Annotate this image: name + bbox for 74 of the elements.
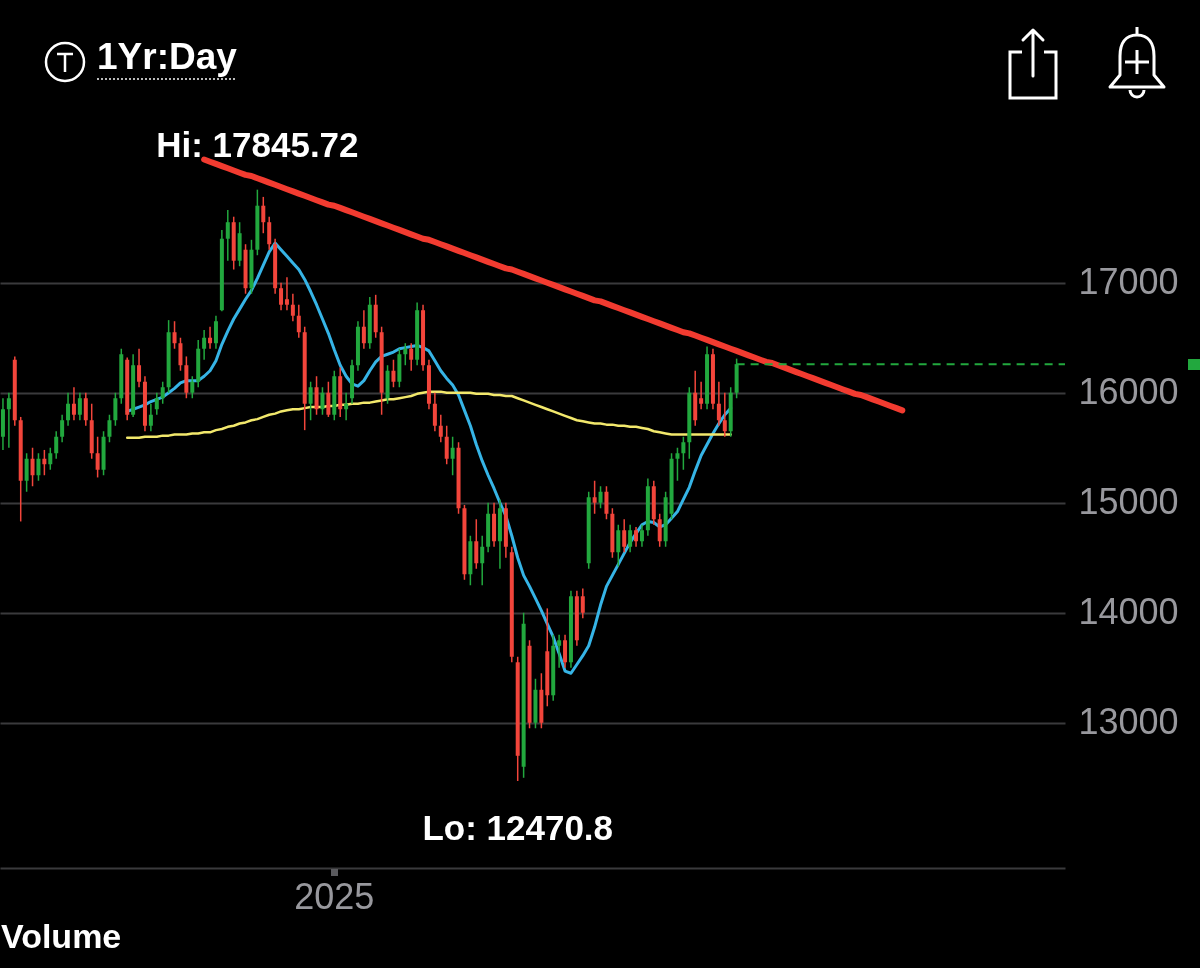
candlestick bbox=[444, 424, 449, 465]
candlestick bbox=[267, 215, 272, 251]
candlestick bbox=[160, 380, 165, 405]
candlestick bbox=[36, 452, 41, 482]
candlestick bbox=[409, 342, 414, 372]
candlestick bbox=[284, 276, 289, 311]
candlestick bbox=[681, 435, 686, 471]
candlestick bbox=[403, 342, 408, 366]
y-tick-label: 15000 bbox=[1078, 481, 1179, 523]
candlestick bbox=[722, 391, 727, 438]
text: Volume bbox=[1, 916, 122, 956]
candlestick bbox=[107, 413, 112, 443]
candlestick bbox=[604, 485, 609, 520]
candlestick bbox=[24, 452, 29, 493]
candlestick bbox=[42, 449, 47, 476]
candlestick bbox=[178, 336, 183, 372]
candlestick bbox=[83, 391, 88, 427]
candlestick bbox=[450, 435, 455, 476]
candlestick bbox=[308, 380, 313, 421]
candlestick bbox=[148, 402, 153, 432]
candlestick bbox=[48, 446, 53, 471]
candlestick bbox=[320, 386, 325, 416]
candlestick bbox=[172, 320, 177, 350]
candlestick bbox=[326, 380, 331, 418]
candlestick bbox=[598, 485, 603, 509]
candlestick bbox=[432, 391, 437, 432]
candlestick bbox=[344, 391, 349, 421]
candlestick bbox=[391, 358, 396, 388]
candlestick bbox=[261, 196, 266, 234]
candlestick bbox=[54, 430, 59, 460]
x-tick-label: 2025 bbox=[294, 875, 375, 917]
candlestick bbox=[616, 524, 621, 568]
candlestick bbox=[628, 524, 633, 554]
candlestick bbox=[634, 526, 639, 548]
candlestick bbox=[60, 413, 65, 443]
annotation: Lo: 12470.8 bbox=[422, 808, 614, 847]
candlestick bbox=[71, 386, 76, 421]
annotation: Hi: 17845.72 bbox=[156, 124, 359, 164]
candlestick bbox=[213, 314, 218, 350]
candlestick bbox=[66, 391, 71, 427]
candlestick bbox=[296, 303, 301, 339]
candlestick bbox=[208, 325, 213, 350]
candlestick bbox=[77, 391, 82, 421]
candlestick bbox=[563, 634, 568, 669]
candlestick bbox=[290, 292, 295, 322]
y-tick-label: 13000 bbox=[1078, 701, 1179, 743]
candlestick bbox=[30, 446, 35, 487]
candlestick bbox=[438, 413, 443, 443]
candlestick bbox=[361, 309, 366, 350]
candlestick bbox=[95, 435, 100, 479]
candlestick bbox=[225, 209, 230, 262]
candlestick bbox=[639, 524, 644, 548]
candlestick bbox=[557, 634, 562, 669]
candlestick bbox=[716, 380, 721, 427]
y-tick-label: 16000 bbox=[1078, 371, 1179, 413]
candlestick bbox=[113, 391, 118, 427]
candlestick bbox=[480, 535, 485, 587]
candlestick bbox=[657, 513, 662, 548]
candlestick bbox=[190, 375, 195, 399]
candlestick bbox=[137, 347, 142, 388]
candlestick bbox=[314, 375, 319, 416]
candlestick bbox=[622, 518, 627, 554]
candlestick bbox=[202, 329, 207, 361]
candlestick bbox=[675, 446, 680, 482]
candlestick bbox=[6, 391, 11, 449]
chart-title: 1Yr:Day bbox=[97, 36, 237, 78]
candlestick bbox=[154, 391, 159, 416]
candlestick bbox=[592, 480, 597, 515]
y-tick-label: 14000 bbox=[1078, 591, 1179, 633]
candlestick bbox=[699, 380, 704, 410]
candlestick bbox=[580, 587, 585, 620]
candlestick bbox=[279, 281, 284, 311]
candlestick bbox=[474, 518, 479, 570]
y-tick-label: 17000 bbox=[1078, 261, 1179, 303]
